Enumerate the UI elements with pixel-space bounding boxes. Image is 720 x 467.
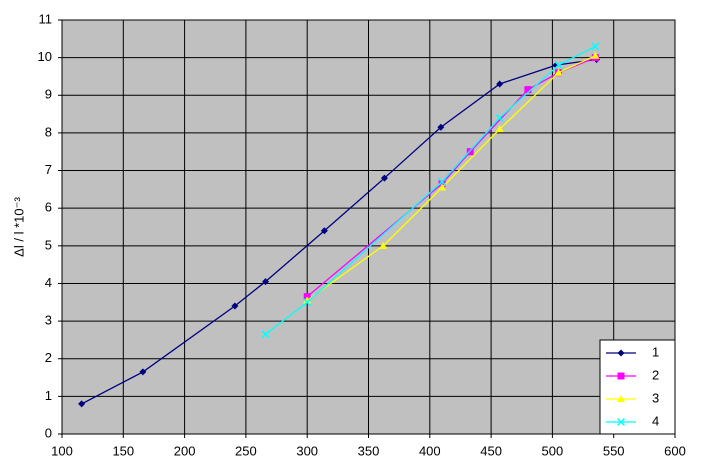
y-axis-label: Δl / l *10⁻³ xyxy=(11,197,26,257)
x-tick-label: 500 xyxy=(542,443,564,458)
marker xyxy=(438,177,447,186)
x-tick-label: 250 xyxy=(235,443,257,458)
marker xyxy=(617,372,625,380)
legend-box xyxy=(599,339,676,435)
x-tick-label: 450 xyxy=(480,443,502,458)
y-tick-label: 5 xyxy=(45,237,52,252)
y-tick-label: 0 xyxy=(45,425,52,440)
y-tick-label: 8 xyxy=(45,124,52,139)
x-tick-label: 150 xyxy=(112,443,134,458)
marker xyxy=(261,330,270,339)
legend-label: 2 xyxy=(652,367,659,382)
marker xyxy=(524,86,532,94)
series-line xyxy=(81,58,597,405)
marker xyxy=(438,183,447,191)
y-tick-label: 2 xyxy=(45,350,52,365)
series-line xyxy=(265,45,596,335)
marker xyxy=(591,42,600,51)
legend-label: 4 xyxy=(652,413,659,428)
marker xyxy=(262,278,270,286)
x-tick-label: 200 xyxy=(174,443,196,458)
marker xyxy=(617,349,625,357)
x-tick-label: 100 xyxy=(51,443,73,458)
marker xyxy=(466,148,474,156)
marker xyxy=(303,296,312,304)
x-tick-label: 400 xyxy=(419,443,441,458)
x-tick-label: 550 xyxy=(603,443,625,458)
marker xyxy=(78,400,86,408)
marker xyxy=(554,61,563,70)
y-tick-label: 10 xyxy=(38,49,52,64)
series-line xyxy=(306,55,596,301)
marker xyxy=(496,80,504,88)
y-tick-label: 7 xyxy=(45,162,52,177)
x-tick-label: 300 xyxy=(296,443,318,458)
marker xyxy=(437,123,445,131)
marker xyxy=(139,368,147,376)
x-tick-label: 600 xyxy=(664,443,686,458)
marker xyxy=(495,125,504,133)
legend-label: 3 xyxy=(652,390,659,405)
marker xyxy=(380,174,388,182)
y-tick-label: 1 xyxy=(45,388,52,403)
marker xyxy=(616,417,626,427)
marker xyxy=(554,68,563,76)
marker xyxy=(303,298,312,307)
marker xyxy=(617,395,625,402)
legend-label: 1 xyxy=(652,344,659,359)
marker xyxy=(379,241,388,249)
marker xyxy=(591,51,600,59)
y-tick-label: 4 xyxy=(45,275,52,290)
y-tick-label: 6 xyxy=(45,200,52,215)
y-tick-label: 3 xyxy=(45,313,52,328)
y-tick-label: 9 xyxy=(45,87,52,102)
marker xyxy=(231,302,239,310)
marker xyxy=(495,113,504,122)
y-tick-label: 11 xyxy=(39,11,53,26)
marker xyxy=(320,227,328,235)
x-tick-label: 350 xyxy=(358,443,380,458)
